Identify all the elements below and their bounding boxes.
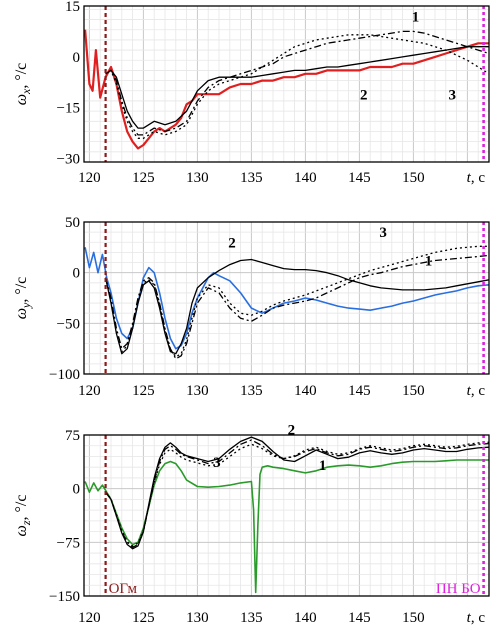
series-line-3 [105, 441, 489, 547]
series-group [84, 436, 489, 594]
x-tick-label: 135 [240, 383, 263, 399]
y-tick-label: −150 [49, 589, 80, 605]
plot-frame [83, 5, 490, 163]
y-axis-label: ωy, °/c [13, 277, 33, 320]
y-tick-label: 75 [65, 428, 80, 444]
grid [84, 434, 490, 597]
event-labels: ОГм ПН БО [109, 581, 481, 597]
series-line-2 [104, 258, 489, 355]
x-axis-label: t, c [467, 170, 486, 186]
x-tick-label: 120 [78, 610, 101, 626]
curve-label-1: 1 [319, 458, 327, 474]
curve-label-2: 2 [360, 87, 368, 103]
plot-frame [83, 434, 490, 597]
x-tick-label: 150 [402, 610, 425, 626]
curve-label-1: 1 [412, 9, 420, 25]
x-tick-label: 125 [132, 170, 155, 186]
series-group [84, 245, 489, 360]
series-line-3 [104, 245, 489, 358]
x-tick-label: 120 [78, 170, 101, 186]
series-line-3 [105, 34, 489, 139]
curve-label-3: 3 [379, 225, 387, 241]
grid [84, 221, 490, 375]
curve-label-2: 2 [228, 235, 236, 251]
y-tick-label: 50 [65, 215, 80, 231]
y-tick-label: 15 [65, 0, 80, 15]
y-tick-label: 0 [73, 266, 81, 282]
x-tick-label: 150 [402, 383, 425, 399]
x-tick-label: 140 [294, 383, 317, 399]
curve-label-1: 1 [425, 254, 433, 270]
y-tick-label: −30 [57, 152, 80, 168]
curve-label-3: 3 [213, 455, 221, 471]
event-label-pnbo: ПН БО [436, 581, 481, 597]
y-axis-label: ωz, °/c [13, 495, 33, 537]
x-tick-label: 140 [294, 170, 317, 186]
series-line-1 [104, 254, 489, 360]
y-tick-label: 0 [73, 50, 81, 66]
event-label-ogm: ОГм [109, 581, 138, 597]
y-tick-label: −75 [57, 535, 80, 551]
x-tick-label: 130 [186, 383, 209, 399]
y-axis-label: ωx, °/c [13, 63, 33, 106]
x-tick-label: 135 [240, 610, 263, 626]
x-tick-label: 125 [132, 610, 155, 626]
series-line-2 [105, 46, 489, 129]
series-line-telemetry [84, 459, 489, 594]
grid [84, 6, 490, 163]
x-tick-label: 145 [348, 170, 371, 186]
plot-frame [83, 221, 490, 375]
x-tick-label: 130 [186, 610, 209, 626]
series-group [84, 29, 489, 150]
panel-omega-z: 75 0 −75 −150 120 125 130 135 140 145 150 t, c ωz, °… [13, 422, 490, 626]
series-line-telemetry [84, 247, 489, 350]
series-line-2 [105, 436, 489, 550]
series-line-telemetry [84, 29, 489, 150]
curve-label-3: 3 [449, 87, 457, 103]
y-tick-label: 0 [73, 482, 81, 498]
x-tick-label: 135 [240, 170, 263, 186]
x-axis-label: t, c [467, 383, 486, 399]
x-tick-label: 130 [186, 170, 209, 186]
x-tick-label: 145 [348, 383, 371, 399]
x-tick-label: 145 [348, 610, 371, 626]
x-tick-label: 140 [294, 610, 317, 626]
curve-label-2: 2 [288, 422, 296, 438]
y-tick-label: −100 [49, 367, 80, 383]
y-tick-label: −50 [57, 316, 80, 332]
x-tick-label: 150 [402, 170, 425, 186]
series-line-1 [105, 30, 489, 136]
y-tick-label: −15 [57, 101, 80, 117]
x-tick-label: 125 [132, 383, 155, 399]
x-axis-label: t, c [467, 610, 486, 626]
x-tick-label: 120 [78, 383, 101, 399]
